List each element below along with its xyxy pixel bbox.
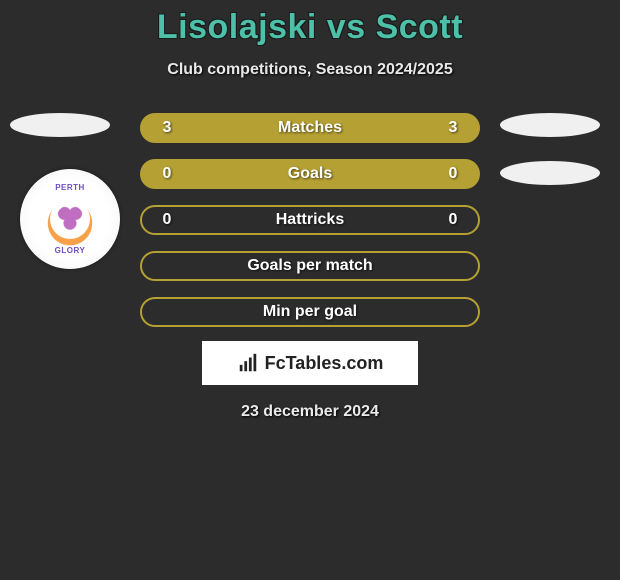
bar-chart-icon xyxy=(237,352,259,374)
stat-label: Min per goal xyxy=(192,303,428,321)
stat-label: Goals xyxy=(192,165,428,183)
stat-row-matches: 3 Matches 3 xyxy=(140,113,480,143)
team-badge-top-text: PERTH xyxy=(55,183,85,192)
stat-row-goals: 0 Goals 0 xyxy=(140,159,480,189)
stat-left-value: 0 xyxy=(142,165,192,183)
team-badge-bottom-text: GLORY xyxy=(55,246,86,255)
stat-left-value: 3 xyxy=(142,119,192,137)
player-right-placeholder-icon xyxy=(500,113,600,137)
stat-label: Goals per match xyxy=(192,257,428,275)
player-left-placeholder-icon xyxy=(10,113,110,137)
page-title: Lisolajski vs Scott xyxy=(157,8,463,47)
page-subtitle: Club competitions, Season 2024/2025 xyxy=(167,61,452,79)
stat-right-value: 0 xyxy=(428,165,478,183)
stats-area: PERTH GLORY 3 Matches 3 0 Goals 0 0 Hatt… xyxy=(0,113,620,327)
generated-date: 23 december 2024 xyxy=(241,403,379,421)
comparison-infographic: Lisolajski vs Scott Club competitions, S… xyxy=(0,0,620,421)
stat-left-value: 0 xyxy=(142,211,192,229)
stat-row-goals-per-match: Goals per match xyxy=(140,251,480,281)
source-logo-box: FcTables.com xyxy=(202,341,418,385)
stat-right-value: 3 xyxy=(428,119,478,137)
team-badge-ball-icon xyxy=(50,199,90,239)
team-badge-graphic-icon: PERTH GLORY xyxy=(28,177,112,261)
team-right-placeholder-icon xyxy=(500,161,600,185)
stat-label: Hattricks xyxy=(192,211,428,229)
stat-row-min-per-goal: Min per goal xyxy=(140,297,480,327)
source-logo-text: FcTables.com xyxy=(265,353,384,374)
stat-label: Matches xyxy=(192,119,428,137)
stat-row-hattricks: 0 Hattricks 0 xyxy=(140,205,480,235)
stat-right-value: 0 xyxy=(428,211,478,229)
team-badge-left: PERTH GLORY xyxy=(20,169,120,269)
